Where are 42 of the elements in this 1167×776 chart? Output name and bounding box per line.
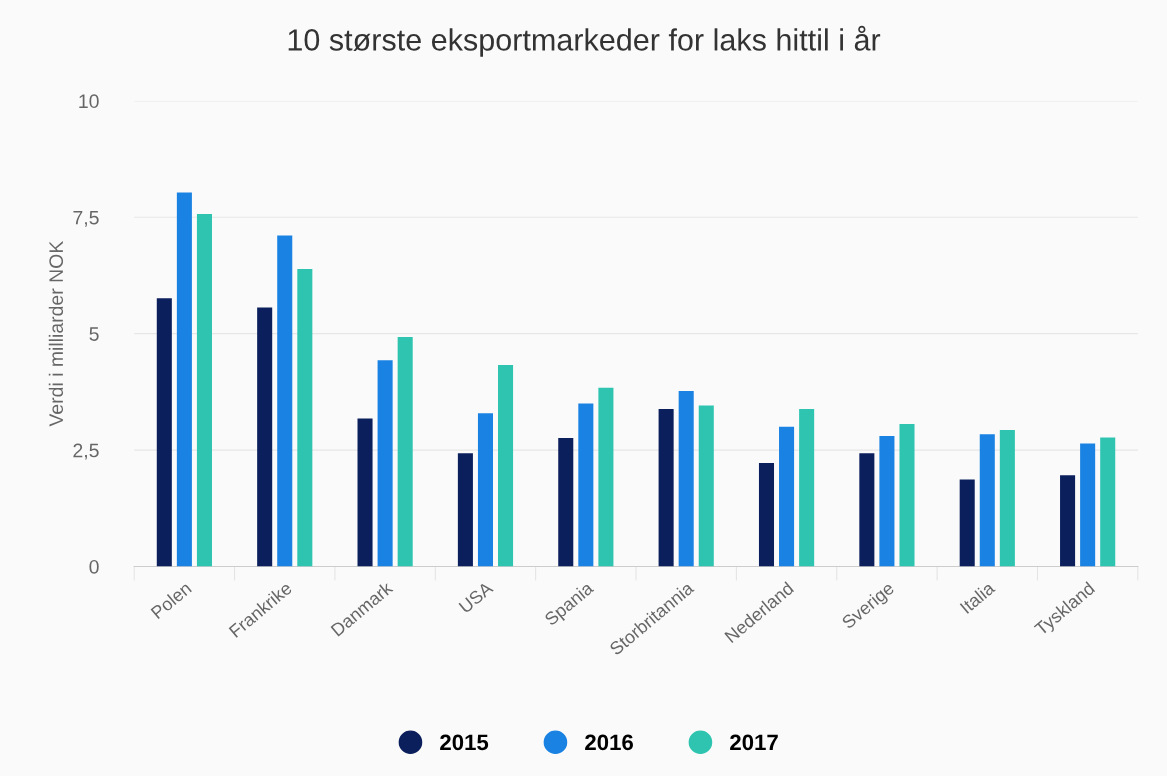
bar xyxy=(357,418,373,567)
bar xyxy=(156,298,172,567)
bar xyxy=(176,192,192,567)
y-axis-title: Verdi i milliarder NOK xyxy=(48,240,64,427)
bar xyxy=(1080,443,1096,567)
y-tick-label: 0 xyxy=(89,559,99,574)
bar xyxy=(658,409,674,567)
bar xyxy=(598,387,614,567)
bar xyxy=(979,434,995,567)
x-tick-label: USA xyxy=(458,580,494,614)
bar xyxy=(999,430,1015,567)
x-tick-label: Italia xyxy=(959,580,996,614)
legend-label: 2015 xyxy=(440,734,489,751)
bar xyxy=(698,405,714,567)
y-tick-label: 5 xyxy=(89,327,99,341)
bar xyxy=(879,436,895,567)
y-tick-label: 10 xyxy=(79,94,99,109)
bar xyxy=(196,214,212,567)
bar xyxy=(779,426,795,567)
bar xyxy=(959,479,975,567)
bar xyxy=(498,364,514,567)
bar xyxy=(578,403,594,567)
bar xyxy=(899,424,915,567)
bar xyxy=(758,463,775,567)
y-tick-label: 7,5 xyxy=(73,210,99,227)
bar xyxy=(558,437,574,567)
bar xyxy=(1100,437,1116,567)
bar xyxy=(1060,475,1076,567)
y-tick-label: 2,5 xyxy=(73,443,99,460)
bar xyxy=(397,336,413,567)
bar xyxy=(297,268,313,567)
legend-label: 2017 xyxy=(730,734,778,751)
bar xyxy=(799,409,815,567)
bar xyxy=(457,453,473,567)
bar xyxy=(859,453,875,567)
legend-label: 2016 xyxy=(585,734,633,751)
bar xyxy=(678,390,694,567)
bar xyxy=(257,307,273,567)
chart-title: 10 største eksportmarkeder for laks hittil i år xyxy=(288,25,881,57)
bar xyxy=(477,413,493,567)
bar xyxy=(377,360,393,567)
bar xyxy=(277,235,293,567)
